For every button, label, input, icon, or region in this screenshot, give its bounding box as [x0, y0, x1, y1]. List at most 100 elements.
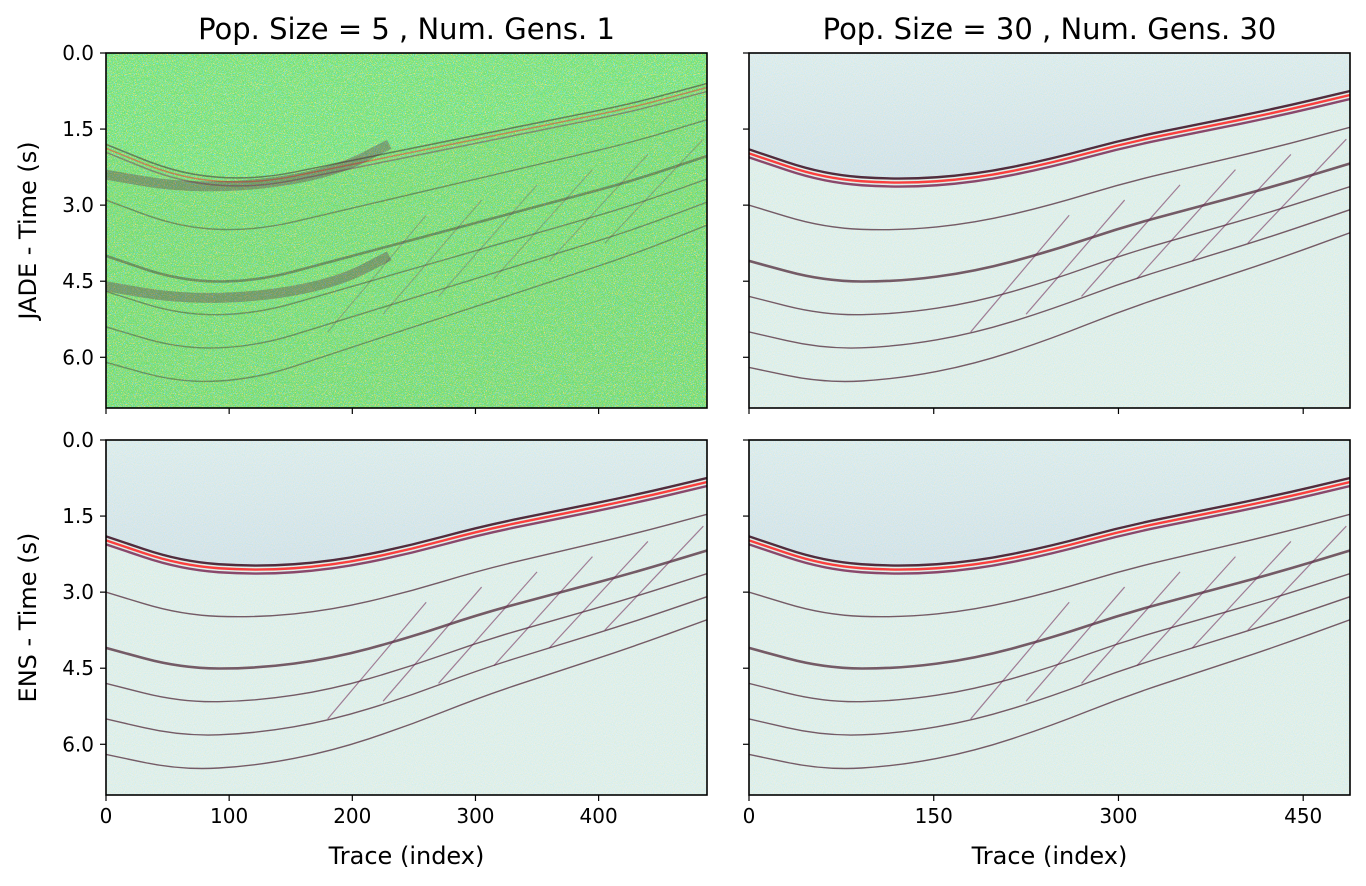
y-axis-label: JADE - Time (s) — [14, 141, 42, 321]
seafloor-reflector — [106, 86, 707, 183]
subsurface-reflector — [749, 513, 1350, 618]
subsurface-reflector — [106, 513, 707, 618]
seafloor-reflector — [749, 89, 1350, 180]
dipping-event — [1136, 169, 1236, 280]
plot-area — [105, 52, 708, 409]
y-ticks — [743, 52, 749, 358]
axes-frame — [105, 439, 708, 796]
axes-frame — [105, 52, 708, 409]
x-ticks: 0 100 200 300 400 — [100, 795, 618, 828]
y-tick-label: 6.0 — [62, 732, 94, 756]
dipping-event — [604, 138, 704, 244]
x-axis-label: Trace (index) — [328, 842, 485, 870]
subsurface-reflector — [749, 619, 1350, 770]
y-tick-label: 1.5 — [62, 504, 94, 528]
seafloor-reflector — [749, 484, 1350, 575]
subsurface-reflector — [749, 162, 1350, 283]
x-axis-label: Trace (index) — [971, 842, 1128, 870]
subsurface-reflector — [749, 126, 1350, 231]
subsurface-reflector — [106, 201, 707, 349]
y-tick-label: 3.0 — [62, 193, 94, 217]
dipping-event — [1247, 138, 1347, 244]
subsurface-reflector — [106, 619, 707, 770]
x-tick-label: 300 — [456, 804, 494, 828]
dipping-event — [1247, 525, 1347, 631]
x-tick-label: 450 — [1284, 804, 1322, 828]
y-tick-label: 0.0 — [62, 428, 94, 452]
y-ticks — [743, 439, 749, 745]
dipping-event — [1136, 556, 1236, 667]
y-tick-label: 4.5 — [62, 656, 94, 680]
panel-ens-bottom-right: Trace (index) 0 150 300 450 — [743, 439, 1351, 870]
x-ticks — [748, 408, 1304, 414]
x-tick-label: 0 — [100, 804, 113, 828]
subsurface-reflector — [749, 185, 1350, 316]
dipping-event — [1191, 154, 1292, 262]
dipping-event — [1191, 541, 1292, 649]
dipping-event — [548, 154, 649, 262]
x-tick-label: 0 — [743, 804, 756, 828]
dipping-event — [438, 184, 538, 297]
subsurface-reflector — [106, 549, 707, 670]
plot-area — [748, 52, 1351, 409]
noise-texture — [106, 440, 707, 795]
dipping-event — [604, 525, 704, 631]
dipping-event — [1081, 184, 1181, 297]
x-tick-label: 150 — [915, 804, 953, 828]
panel-title: Pop. Size = 5 , Num. Gens. 1 — [198, 12, 615, 46]
noise-texture — [749, 440, 1350, 795]
y-tick-label: 0.0 — [62, 41, 94, 65]
dipping-event — [493, 556, 593, 667]
noisy-reflector-band — [106, 251, 392, 303]
seafloor-reflector — [749, 476, 1350, 567]
seafloor-reflector — [106, 90, 707, 187]
subsurface-reflector — [749, 232, 1350, 383]
x-ticks: 0 150 300 450 — [743, 795, 1322, 828]
noise-texture — [106, 53, 707, 408]
dipping-event — [970, 214, 1070, 333]
seafloor-reflector — [749, 93, 1350, 184]
y-tick-label: 4.5 — [62, 269, 94, 293]
subsurface-reflector — [106, 224, 707, 383]
subsurface-reflector — [106, 596, 707, 736]
plot-area — [105, 439, 708, 796]
subsurface-reflector — [106, 119, 707, 231]
x-tick-label: 200 — [333, 804, 371, 828]
seafloor-reflector — [749, 97, 1350, 188]
dipping-event — [438, 571, 538, 684]
x-tick-label: 300 — [1099, 804, 1137, 828]
dipping-event — [1081, 571, 1181, 684]
subsurface-reflector — [106, 178, 707, 316]
noise-texture — [749, 53, 1350, 408]
seafloor-reflector — [106, 82, 707, 179]
dipping-event — [327, 601, 427, 720]
panel-jade-top-right: Pop. Size = 30 , Num. Gens. 30 — [743, 12, 1351, 414]
y-tick-label: 1.5 — [62, 117, 94, 141]
seafloor-reflector — [749, 480, 1350, 571]
subsurface-reflector — [749, 572, 1350, 703]
seafloor-reflector — [106, 484, 707, 575]
seafloor-reflector — [106, 476, 707, 567]
x-tick-label: 400 — [580, 804, 618, 828]
subsurface-reflector — [106, 154, 707, 283]
panel-title: Pop. Size = 30 , Num. Gens. 30 — [823, 12, 1277, 46]
dipping-event — [1025, 586, 1126, 702]
seafloor-reflector — [106, 480, 707, 571]
y-tick-label: 3.0 — [62, 580, 94, 604]
dipping-event — [970, 601, 1070, 720]
x-ticks — [105, 408, 600, 414]
panel-jade-top-left: Pop. Size = 5 , Num. Gens. 1 JADE - Time… — [14, 12, 708, 414]
noisy-reflector-band — [106, 139, 392, 192]
dipping-event — [382, 586, 483, 702]
dipping-event — [1025, 199, 1126, 315]
subsurface-reflector — [106, 572, 707, 703]
x-tick-label: 100 — [210, 804, 248, 828]
dipping-event — [327, 214, 427, 333]
y-ticks: 0.0 1.5 3.0 4.5 6.0 — [62, 41, 106, 369]
subsurface-reflector — [749, 549, 1350, 670]
panel-ens-bottom-left: ENS - Time (s) Trace (index) 0 100 200 300 4… — [14, 428, 708, 870]
y-axis-label: ENS - Time (s) — [14, 533, 42, 703]
dipping-event — [548, 541, 649, 649]
y-ticks: 0.0 1.5 3.0 4.5 6.0 — [62, 428, 106, 756]
